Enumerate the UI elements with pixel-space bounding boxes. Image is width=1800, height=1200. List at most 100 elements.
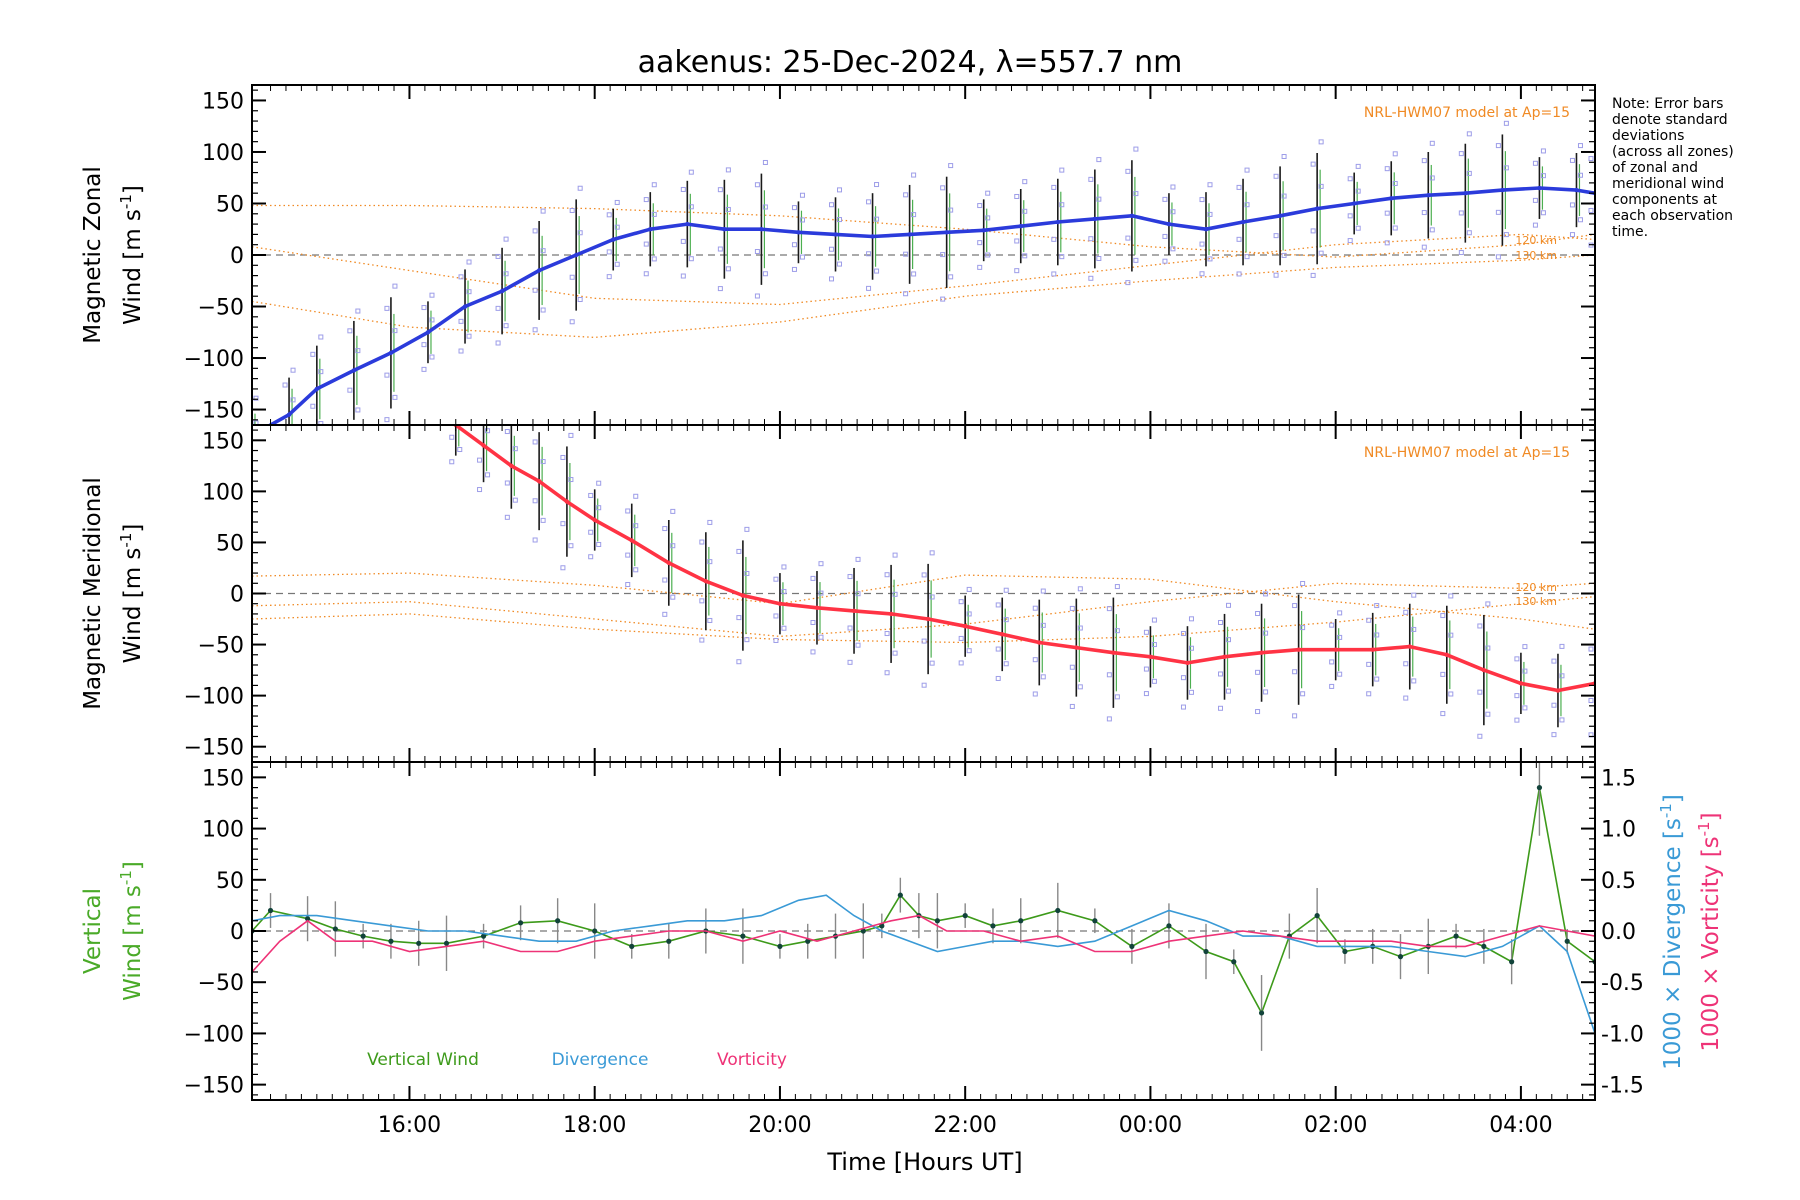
zone-sample: [1503, 232, 1509, 238]
zone-sample: [1069, 703, 1075, 709]
vertical-point: [879, 923, 885, 929]
mean-wind-point: [814, 605, 820, 610]
vertical-point: [1129, 943, 1135, 949]
zone-sample: [495, 305, 501, 311]
zone-sample: [633, 523, 639, 529]
zone-sample: [1347, 238, 1353, 244]
zone-sample: [1421, 244, 1427, 250]
zone-sample: [1069, 605, 1075, 611]
zone-sample: [736, 548, 742, 554]
zone-sample: [1263, 591, 1269, 597]
zone-sample: [1114, 694, 1120, 700]
zone-sample: [560, 454, 566, 460]
zone-sample: [847, 625, 853, 631]
zone-sample: [568, 477, 574, 483]
zone-sample: [1218, 671, 1224, 677]
x-tick-label: 00:00: [1119, 1113, 1182, 1138]
zone-sample: [1114, 628, 1120, 634]
zone-sample: [754, 248, 760, 254]
zone-sample: [614, 224, 620, 230]
mean-wind-point: [388, 350, 394, 356]
zone-sample: [290, 367, 296, 373]
zone-sample: [596, 480, 602, 486]
series-line: [252, 894, 1595, 1034]
zone-sample: [662, 611, 668, 617]
zone-sample: [781, 564, 787, 570]
zone-sample: [1551, 702, 1557, 708]
mean-wind-point: [1185, 660, 1190, 666]
zone-sample: [1421, 210, 1427, 216]
zone-sample: [504, 429, 510, 435]
model-label: NRL-HWM07 model at Ap=15: [1364, 105, 1570, 121]
zone-sample: [966, 611, 972, 617]
zone-sample: [837, 261, 843, 267]
zone-sample: [1032, 605, 1038, 611]
zone-sample: [651, 211, 657, 217]
zone-sample: [725, 266, 731, 272]
plot-area: [252, 425, 1595, 739]
zone-sample: [892, 591, 898, 597]
right-tick-label: -1.5: [1601, 1074, 1644, 1099]
zone-sample: [485, 472, 491, 478]
zone-sample: [614, 199, 620, 205]
zone-sample: [429, 317, 435, 323]
zone-sample: [504, 480, 510, 486]
zone-sample: [1236, 236, 1242, 242]
zone-sample: [1403, 609, 1409, 615]
zone-sample: [560, 565, 566, 571]
zone-sample: [736, 659, 742, 665]
zone-sample: [847, 659, 853, 665]
zone-sample: [958, 635, 964, 641]
zone-sample: [1273, 173, 1279, 179]
zone-sample: [577, 185, 583, 191]
mean-wind-point: [1333, 647, 1338, 652]
mean-wind-point: [536, 268, 542, 273]
zone-sample: [1263, 630, 1269, 636]
zone-sample: [606, 249, 612, 255]
zone-sample: [866, 199, 872, 205]
zone-sample: [1151, 617, 1157, 623]
zone-sample: [911, 212, 917, 218]
zone-sample: [1522, 644, 1528, 650]
zone-sample: [1440, 613, 1446, 619]
zone-sample: [1540, 210, 1546, 216]
note-line: of zonal and: [1612, 160, 1698, 176]
note-line: meridional wind: [1612, 176, 1724, 192]
zone-sample: [1088, 176, 1094, 182]
zone-sample: [985, 215, 991, 221]
zone-sample: [1448, 593, 1454, 599]
mean-wind-point: [286, 412, 292, 417]
zone-sample: [1569, 202, 1575, 208]
zone-sample: [1477, 733, 1483, 739]
zone-sample: [540, 307, 546, 313]
zone-sample: [1077, 625, 1083, 631]
zone-sample: [254, 458, 258, 462]
zone-sample: [651, 182, 657, 188]
zone-sample: [504, 514, 510, 520]
zone-sample: [688, 204, 694, 210]
zone-sample: [1374, 632, 1380, 638]
zone-sample: [717, 187, 723, 193]
zone-sample: [540, 208, 546, 214]
zone-sample: [754, 293, 760, 299]
zone-sample: [1485, 711, 1491, 717]
zone-sample: [1577, 143, 1583, 149]
zone-sample: [1366, 617, 1372, 623]
zone-sample: [246, 446, 250, 450]
zone-sample: [477, 457, 483, 463]
zone-sample: [948, 274, 954, 280]
zone-sample: [1170, 209, 1176, 215]
mean-wind-point: [1426, 193, 1431, 198]
x-tick-label: 18:00: [563, 1113, 626, 1138]
mean-wind-point: [1055, 219, 1061, 225]
zone-sample: [421, 342, 427, 348]
zone-sample: [903, 251, 909, 257]
zone-sample: [1059, 254, 1065, 260]
zone-sample: [799, 217, 805, 223]
zone-sample: [1292, 669, 1298, 675]
zone-sample: [977, 203, 983, 209]
zone-sample: [1374, 603, 1380, 609]
zone-sample: [1318, 183, 1324, 189]
zone-sample: [1559, 673, 1565, 679]
zone-sample: [847, 574, 853, 580]
